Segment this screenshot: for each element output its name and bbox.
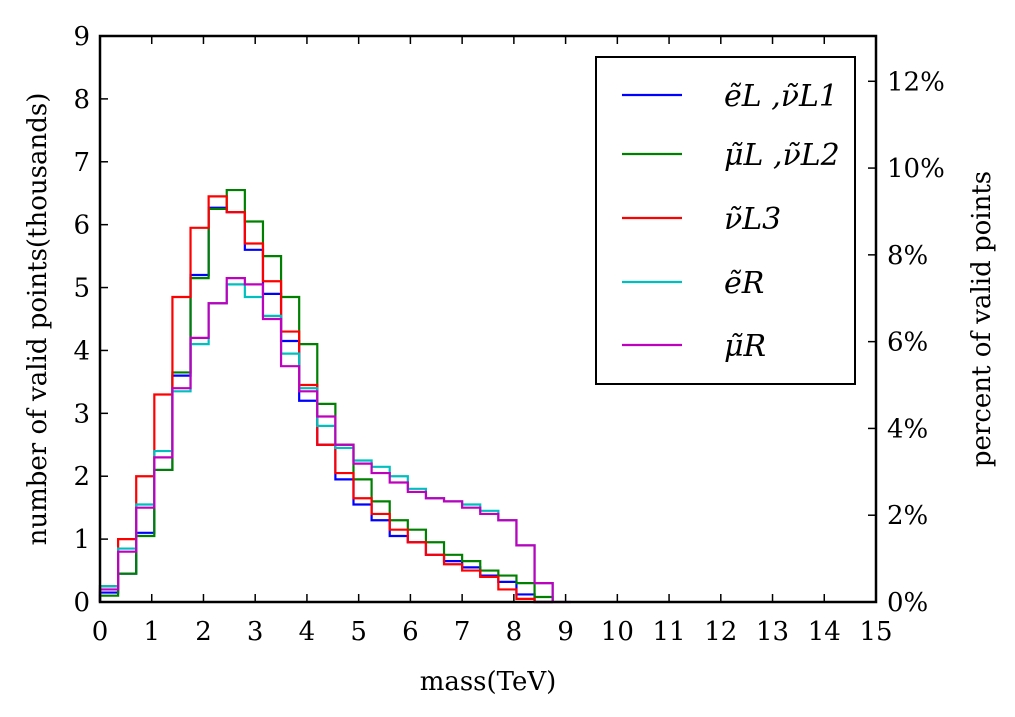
series-layer — [98, 188, 571, 604]
plot-frame — [98, 34, 878, 604]
series-4-step-line — [98, 283, 554, 602]
x-tick-label-6: 6 — [402, 617, 419, 647]
series-3-step-line — [98, 195, 553, 604]
y-tick-label-0: 0 — [73, 588, 90, 618]
legend-label-5: μ̃R — [724, 329, 766, 364]
x-tick-label-13: 13 — [756, 617, 789, 647]
y-tick-label-8: 8 — [73, 85, 90, 115]
x-axis-label: mass(TeV) — [420, 667, 557, 697]
y2-tick-label-4: 8% — [887, 241, 928, 271]
x-tick-label-15: 15 — [859, 617, 892, 647]
x-tick-label-0: 0 — [92, 617, 109, 647]
x-tick-label-1: 1 — [143, 617, 160, 647]
y-axis-label: number of valid points(thousands) — [23, 93, 53, 546]
y2-tick-label-6: 12% — [887, 67, 945, 97]
x-tick-label-7: 7 — [454, 617, 471, 647]
x-tick-label-2: 2 — [195, 617, 212, 647]
ticks-layer: 0 1 2 3 4 5 6 7 8 9 10 11 12 13 14 1501234567890%2%4%6%… — [73, 22, 944, 647]
series-5-step-line — [98, 277, 571, 604]
y-tick-label-1: 1 — [73, 525, 90, 555]
x-tick-label-11: 11 — [653, 617, 686, 647]
y-tick-label-7: 7 — [73, 148, 90, 178]
series-2-step-line — [98, 188, 554, 602]
x-tick-label-12: 12 — [704, 617, 737, 647]
x-tick-label-5: 5 — [350, 617, 367, 647]
y-tick-label-3: 3 — [73, 399, 90, 429]
x-tick-label-10: 10 — [601, 617, 634, 647]
y-tick-label-9: 9 — [73, 22, 90, 52]
y2-tick-label-1: 2% — [887, 501, 928, 531]
x-tick-label-3: 3 — [247, 617, 264, 647]
y-tick-label-5: 5 — [73, 274, 90, 304]
y-tick-label-4: 4 — [73, 336, 90, 366]
y2-tick-label-2: 4% — [887, 414, 928, 444]
x-tick-label-14: 14 — [808, 617, 841, 647]
legend: ẽL ,ν̃L1 μ̃L ,ν̃L2 ν̃L3 ẽR μ̃R — [595, 56, 856, 385]
y-tick-label-2: 2 — [73, 462, 90, 492]
x-tick-label-8: 8 — [506, 617, 523, 647]
y2-tick-label-3: 6% — [887, 328, 928, 358]
legend-label-2: μ̃L ,ν̃L2 — [724, 138, 840, 173]
y2-tick-label-5: 10% — [887, 154, 945, 184]
legend-label-1: ẽL ,ν̃L1 — [724, 79, 838, 114]
legend-label-3: ν̃L3 — [724, 202, 781, 237]
y2-axis-label: percent of valid points — [967, 171, 997, 467]
legend-box — [595, 56, 856, 385]
y2-tick-label-0: 0% — [887, 588, 928, 618]
y-tick-label-6: 6 — [73, 211, 90, 241]
x-tick-label-4: 4 — [299, 617, 316, 647]
legend-label-4: ẽR — [724, 266, 764, 301]
x-tick-label-9: 9 — [557, 617, 574, 647]
